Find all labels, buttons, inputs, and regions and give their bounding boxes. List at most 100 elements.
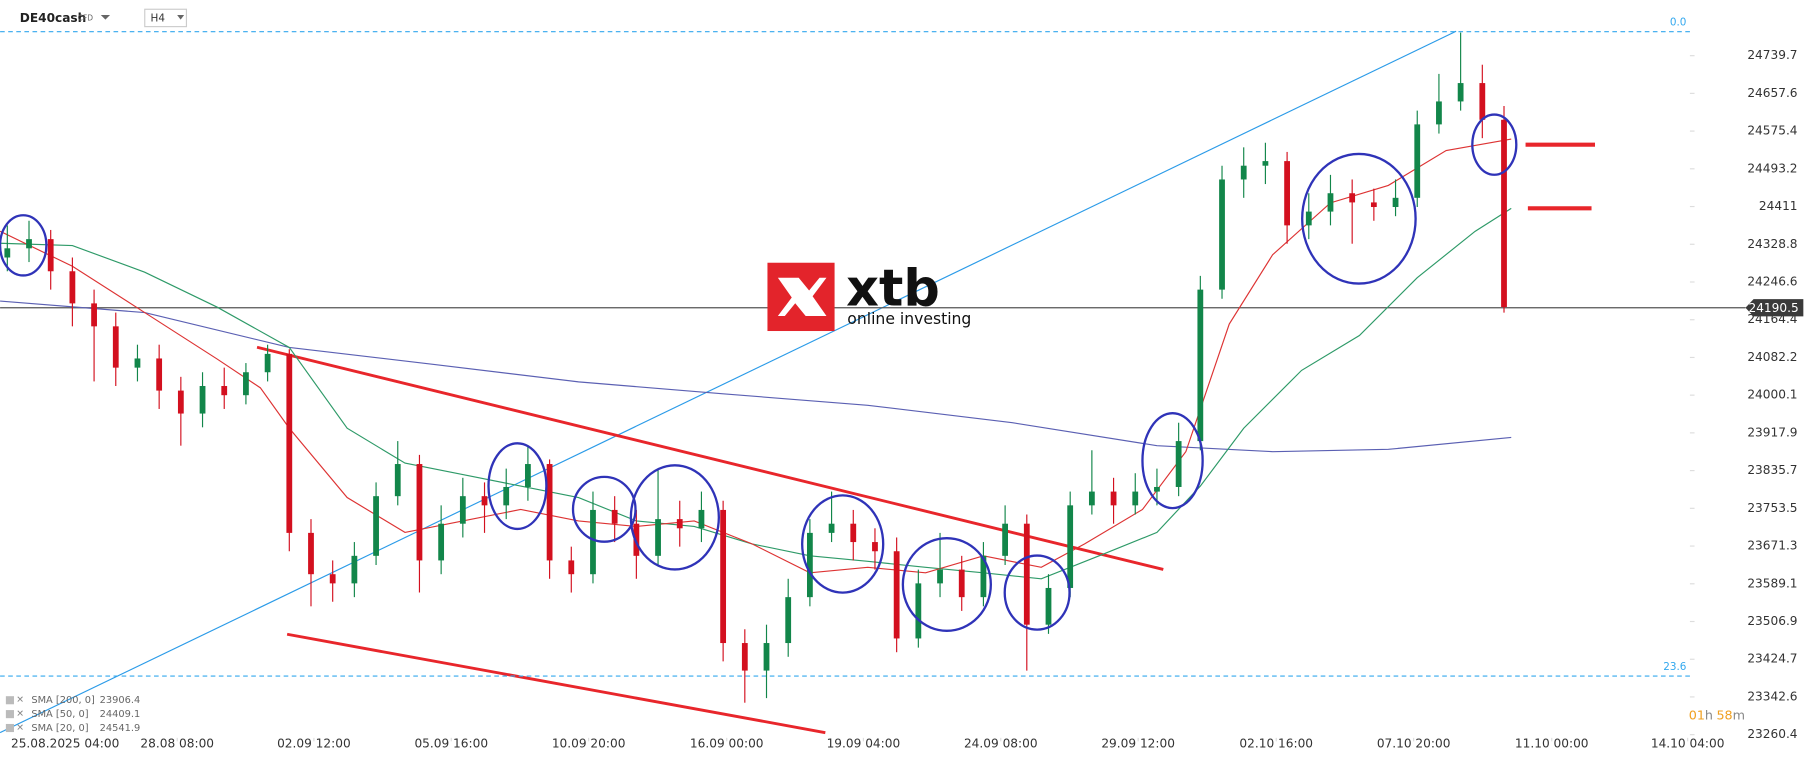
header: DE40cash CFD H4 bbox=[20, 8, 188, 28]
countdown-h: h bbox=[1705, 708, 1713, 723]
candle-body bbox=[1067, 505, 1074, 588]
candle-body bbox=[1392, 197, 1399, 208]
countdown-hours: 01 bbox=[1689, 708, 1705, 723]
logo-brand: xtb bbox=[846, 260, 940, 319]
sma-line bbox=[0, 300, 1512, 453]
candle-body bbox=[1219, 179, 1225, 290]
highlight-circle bbox=[1003, 554, 1071, 631]
candle-body bbox=[1370, 202, 1377, 208]
candle-body bbox=[1110, 491, 1117, 506]
candle-body bbox=[1327, 193, 1334, 212]
candle-body bbox=[1436, 101, 1442, 125]
x-tick-label: 28.08 08:00 bbox=[140, 737, 214, 751]
legend-close: ✕ bbox=[16, 695, 24, 706]
candle-body bbox=[112, 326, 119, 368]
candle-body bbox=[720, 509, 727, 644]
candle-body bbox=[351, 555, 358, 584]
fib-label: 0.0 bbox=[1670, 16, 1687, 28]
candle-body bbox=[221, 386, 228, 396]
x-tick-label: 29.09 12:00 bbox=[1101, 737, 1175, 751]
symbol-dropdown[interactable] bbox=[100, 15, 111, 20]
x-tick-label: 24.09 08:00 bbox=[964, 737, 1038, 751]
legend-close: ✕ bbox=[16, 709, 24, 720]
y-tick-label: 23424.7 bbox=[1747, 652, 1797, 666]
legend-name: SMA [200, 0] bbox=[31, 695, 95, 706]
candle-body bbox=[1045, 587, 1052, 625]
highlight-circle bbox=[801, 494, 885, 594]
legend-icon bbox=[5, 696, 14, 705]
candle-body bbox=[1501, 119, 1507, 308]
candle-body bbox=[937, 569, 943, 584]
candle-body bbox=[915, 583, 922, 639]
candle-body bbox=[264, 353, 271, 373]
countdown-minutes: 58 bbox=[1716, 708, 1732, 723]
y-tick-label: 23753.5 bbox=[1747, 501, 1797, 515]
plot-layer: 0.0 23.6 24739.7 24657.6 24575.4 24493.2 24411… bbox=[0, 16, 1798, 751]
countdown-m: m bbox=[1733, 708, 1745, 723]
x-tick-label: 02.09 12:00 bbox=[277, 737, 351, 751]
symbol: DE40cash bbox=[20, 11, 87, 25]
instrument-type: CFD bbox=[78, 14, 94, 23]
channel-lower bbox=[286, 632, 826, 735]
logo: xtb online investing bbox=[767, 260, 971, 332]
x-tick-label: 05.09 16:00 bbox=[414, 737, 488, 751]
candle-body bbox=[26, 239, 32, 249]
y-tick-label: 24493.2 bbox=[1747, 161, 1797, 175]
x-tick-label: 16.09 00:00 bbox=[690, 737, 764, 751]
legend-value: 23906.4 bbox=[100, 695, 141, 706]
highlight-circle bbox=[901, 537, 992, 632]
y-tick-label: 23835.7 bbox=[1747, 463, 1797, 477]
candle-body bbox=[741, 643, 748, 671]
candle-body bbox=[1088, 491, 1095, 506]
candle-body bbox=[459, 496, 466, 524]
candle-body bbox=[156, 358, 163, 391]
candle-body bbox=[308, 532, 314, 575]
y-tick-label: 24739.7 bbox=[1747, 48, 1797, 62]
candle-body bbox=[373, 496, 379, 556]
x-tick-label: 10.09 20:00 bbox=[552, 737, 626, 751]
candle-body bbox=[199, 386, 206, 414]
y-tick-label: 23260.4 bbox=[1747, 727, 1797, 741]
highlight-circle bbox=[487, 442, 548, 531]
candle-body bbox=[329, 574, 336, 584]
candle-body bbox=[1002, 523, 1009, 556]
candle-body bbox=[958, 569, 965, 598]
y-tick-label: 24000.1 bbox=[1747, 388, 1797, 402]
candle-body bbox=[611, 509, 618, 524]
candle-body bbox=[1414, 124, 1421, 198]
x-tick-label: 25.08.2025 04:00 bbox=[11, 737, 119, 751]
candle-body bbox=[1479, 83, 1486, 120]
candle-body bbox=[69, 271, 76, 304]
highlight-circle bbox=[629, 464, 720, 571]
candle-body bbox=[47, 239, 54, 272]
interval-dropdown[interactable] bbox=[177, 15, 185, 20]
highlight-circle bbox=[0, 214, 48, 277]
legend-icon bbox=[5, 723, 14, 733]
x-tick-label: 02.10 16:00 bbox=[1239, 737, 1313, 751]
candle-body bbox=[243, 372, 249, 396]
y-tick-label: 24246.6 bbox=[1747, 275, 1797, 289]
candle-body bbox=[568, 560, 575, 575]
highlight-circle bbox=[1471, 113, 1518, 176]
candle-body bbox=[980, 555, 987, 598]
y-tick-label: 23589.1 bbox=[1747, 576, 1797, 590]
candle-body bbox=[1023, 523, 1030, 625]
x-tick-label: 11.10 00:00 bbox=[1515, 737, 1589, 751]
y-tick-label: 24411 bbox=[1759, 199, 1798, 213]
x-tick-label: 07.10 20:00 bbox=[1377, 737, 1451, 751]
y-tick-label: 23342.6 bbox=[1747, 689, 1797, 703]
interval-box[interactable] bbox=[144, 8, 188, 28]
candle-body bbox=[676, 519, 683, 529]
candle-body bbox=[1240, 165, 1247, 180]
logo-x bbox=[777, 277, 827, 316]
y-tick-label: 23506.9 bbox=[1747, 614, 1797, 628]
candle-body bbox=[806, 532, 813, 598]
candle-body bbox=[1457, 83, 1464, 102]
y-tick-label: 23917.9 bbox=[1747, 425, 1797, 439]
candle-body bbox=[1175, 441, 1182, 487]
y-tick-label: 24657.6 bbox=[1747, 86, 1797, 100]
candle-body bbox=[286, 353, 293, 533]
candle-body bbox=[1349, 193, 1356, 203]
